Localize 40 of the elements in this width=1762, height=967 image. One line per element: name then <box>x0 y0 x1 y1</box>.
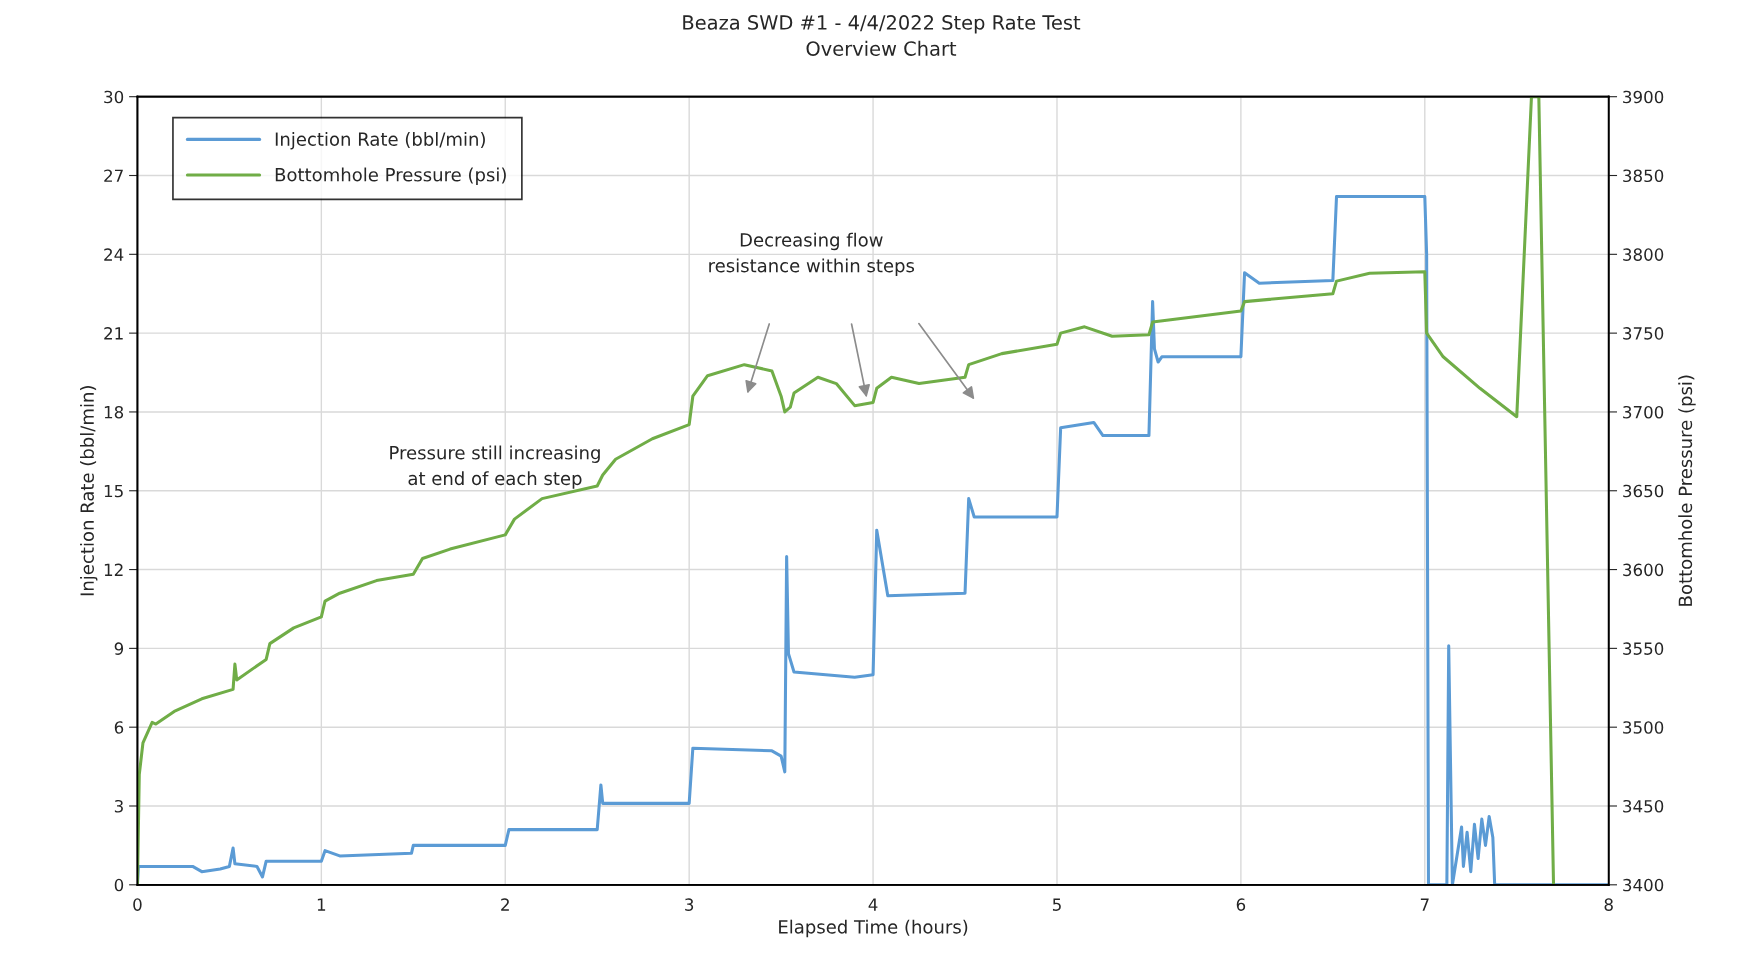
y-tick-label: 6 <box>114 721 124 734</box>
y-axis-title: Injection Rate (bbl/min) <box>80 386 98 596</box>
y-tick-label: 12 <box>104 563 123 576</box>
y2-tick-label: 3700 <box>1623 405 1664 419</box>
y-tick-label: 27 <box>104 169 123 182</box>
y2-tick-label: 3650 <box>1623 484 1664 498</box>
y2-tick-label: 3450 <box>1623 799 1664 813</box>
y2-axis-title: Bottomhole Pressure (psi) <box>1678 375 1696 606</box>
annotation: Pressure still increasing at end of each step <box>390 445 600 489</box>
chart-subtitle: Overview Chart <box>806 40 957 56</box>
y-tick-label: 24 <box>104 248 124 261</box>
y2-tick-label: 3850 <box>1623 169 1664 183</box>
y2-tick-label: 3400 <box>1623 878 1664 892</box>
x-tick-label: 0 <box>133 898 142 911</box>
y2-tick-label: 3600 <box>1623 563 1664 577</box>
y-tick-label: 18 <box>104 405 124 419</box>
y2-tick-label: 3550 <box>1623 642 1664 655</box>
x-tick-label: 1 <box>317 898 326 911</box>
annotation: Decreasing flow resistance within steps <box>709 232 915 276</box>
y-tick-label: 30 <box>104 90 124 104</box>
x-tick-label: 3 <box>685 898 694 911</box>
y-tick-label: 3 <box>114 799 123 813</box>
x-tick-label: 4 <box>868 898 878 911</box>
x-tick-label: 7 <box>1420 898 1429 911</box>
y2-tick-label: 3500 <box>1623 721 1664 734</box>
x-axis-title: Elapsed Time (hours) <box>779 919 968 938</box>
y2-tick-label: 3750 <box>1623 327 1664 340</box>
legend-label: Injection Rate (bbl/min) <box>275 131 485 150</box>
y2-tick-label: 3800 <box>1623 248 1664 261</box>
x-tick-label: 5 <box>1052 898 1061 911</box>
y2-tick-label: 3900 <box>1623 90 1664 104</box>
y-tick-label: 21 <box>104 327 123 340</box>
x-tick-label: 6 <box>1236 898 1246 911</box>
x-tick-label: 2 <box>501 898 509 911</box>
y-tick-label: 15 <box>104 484 123 498</box>
chart-title: Beaza SWD #1 - 4/4/2022 Step Rate Test <box>683 15 1081 34</box>
y-tick-label: 9 <box>114 642 124 655</box>
y-tick-label: 0 <box>114 878 124 892</box>
legend-label: Bottomhole Pressure (psi) <box>275 167 506 185</box>
x-tick-label: 8 <box>1604 898 1613 911</box>
